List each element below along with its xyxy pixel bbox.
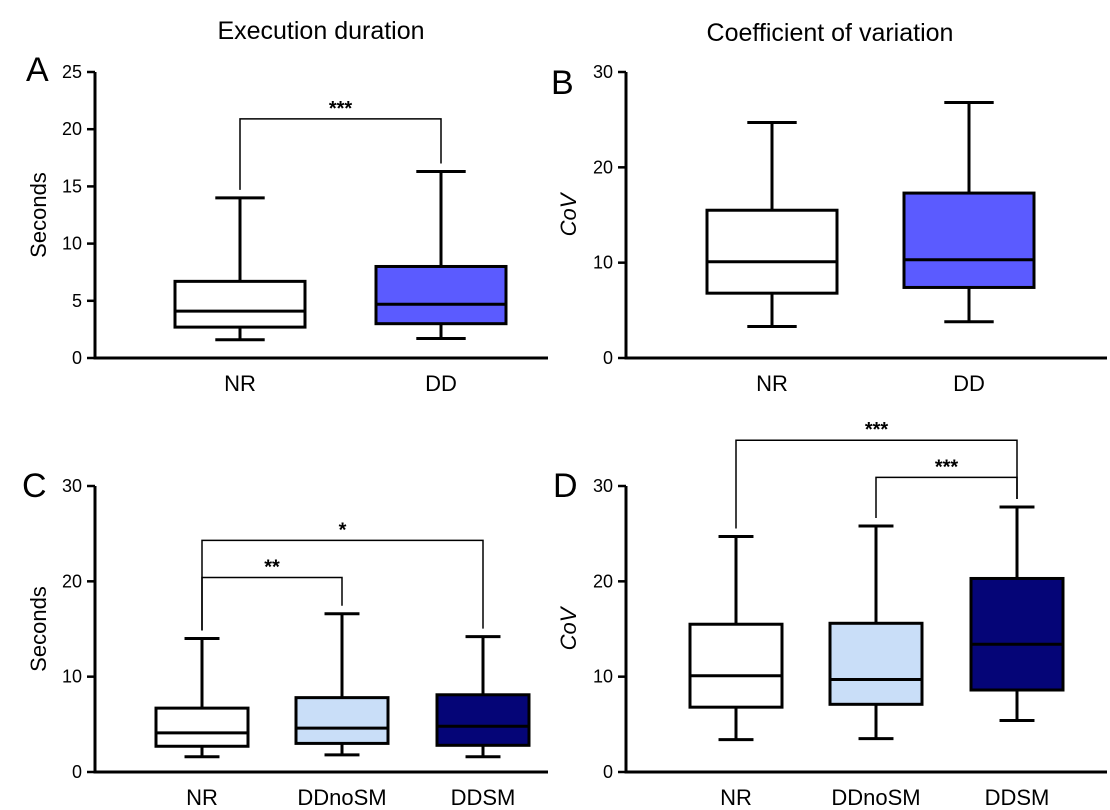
box-dd [902, 101, 1036, 324]
x-category-label: DD [425, 371, 457, 396]
y-tick-label: 30 [593, 62, 613, 82]
box-nr [173, 196, 307, 342]
y-tick-label: 10 [62, 667, 82, 687]
x-category-label: NR [756, 371, 788, 396]
bracket-line [201, 539, 484, 631]
box-nr [688, 535, 784, 742]
x-category-label: DDSM [985, 785, 1050, 810]
panel-d: D CoV 0 10 20 30 NR DDnoSM DDSM *** *** [553, 419, 1107, 810]
x-category-label: DDnoSM [831, 785, 920, 810]
panel-letter-c: C [22, 467, 47, 505]
x-category-label: NR [720, 785, 752, 810]
y-tick-label: 30 [593, 476, 613, 496]
y-axis-label: CoV [556, 605, 581, 650]
panel-letter-b: B [551, 64, 574, 102]
y-tick-label: 10 [593, 253, 613, 273]
significance-bracket: *** [735, 419, 1018, 529]
significance-label: * [339, 519, 347, 541]
iqr-box [828, 621, 924, 706]
iqr-box [374, 264, 508, 326]
x-category-label: DDnoSM [297, 785, 386, 810]
bracket-line [875, 476, 1018, 519]
box-nr [154, 637, 250, 759]
iqr-box [294, 696, 390, 745]
y-tick-label: 0 [603, 762, 613, 782]
iqr-box [173, 279, 307, 329]
panel-letter-a: A [26, 51, 49, 89]
y-tick-label: 5 [72, 291, 82, 311]
x-category-label: DD [953, 371, 985, 396]
column-title-execution-duration: Execution duration [217, 17, 424, 45]
panel-letter-d: D [553, 467, 578, 505]
bracket-line [201, 576, 343, 631]
y-tick-label: 25 [62, 62, 82, 82]
significance-label: *** [935, 456, 959, 478]
significance-label: *** [329, 98, 353, 120]
panel-b: B CoV 0 10 20 30 NR DD [551, 62, 1107, 396]
iqr-box [154, 706, 250, 748]
y-tick-label: 0 [72, 762, 82, 782]
box-ddsm [435, 635, 531, 759]
iqr-box [688, 622, 784, 709]
significance-label: *** [865, 419, 889, 441]
y-axis-label: Seconds [26, 586, 51, 672]
y-tick-label: 0 [603, 348, 613, 368]
box-ddnosm [294, 612, 390, 757]
y-tick-label: 0 [72, 348, 82, 368]
bracket-line [239, 118, 442, 190]
y-tick-label: 20 [62, 571, 82, 591]
significance-label: ** [264, 557, 280, 579]
y-axis-label: Seconds [26, 172, 51, 258]
y-axis-label: CoV [556, 191, 581, 236]
box-dd [374, 170, 508, 341]
y-tick-label: 20 [593, 571, 613, 591]
box-ddnosm [828, 524, 924, 741]
iqr-box [705, 208, 839, 295]
significance-bracket: ** [201, 557, 343, 631]
y-tick-label: 30 [62, 476, 82, 496]
column-title-coefficient-of-variation: Coefficient of variation [707, 19, 954, 47]
y-tick-label: 10 [62, 234, 82, 254]
iqr-box [435, 693, 531, 747]
y-tick-label: 20 [62, 119, 82, 139]
x-category-label: DDSM [451, 785, 516, 810]
significance-bracket: *** [239, 98, 442, 190]
panel-a: A Seconds 0 5 10 15 20 25 NR DD *** [26, 51, 548, 396]
box-nr [705, 121, 839, 329]
bracket-line [735, 439, 1018, 529]
y-tick-label: 20 [593, 157, 613, 177]
significance-bracket: *** [875, 456, 1018, 519]
y-tick-label: 10 [593, 667, 613, 687]
y-tick-label: 15 [62, 176, 82, 196]
box-ddsm [969, 505, 1065, 723]
x-category-label: NR [186, 785, 218, 810]
iqr-box [902, 191, 1036, 289]
iqr-box [969, 576, 1065, 692]
x-category-label: NR [224, 371, 256, 396]
significance-bracket: * [201, 519, 484, 631]
